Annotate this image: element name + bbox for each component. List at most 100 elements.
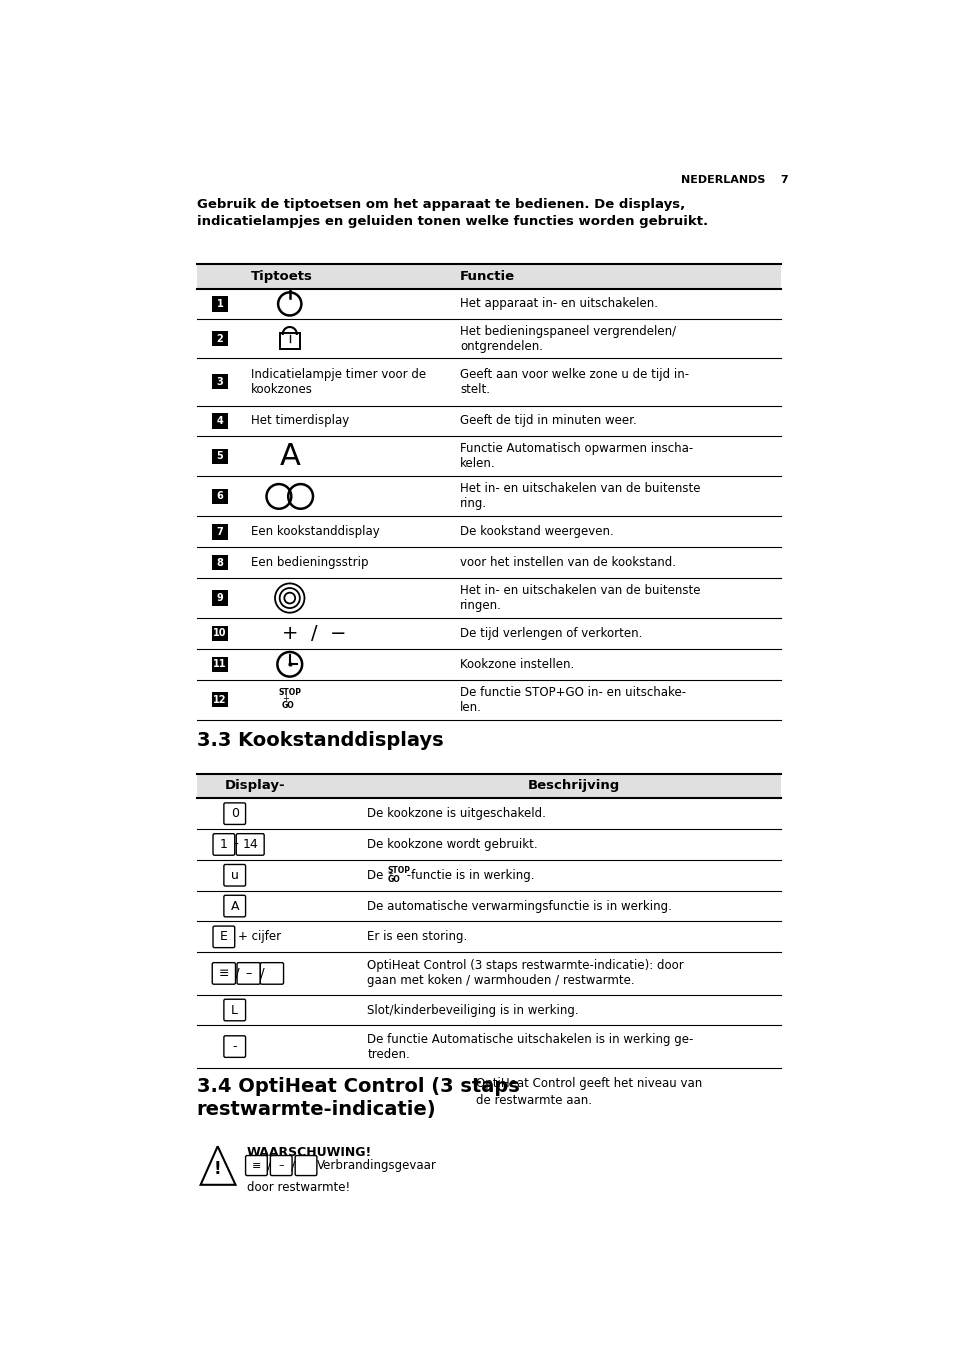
FancyBboxPatch shape xyxy=(212,525,228,539)
Text: Geeft aan voor welke zone u de tijd in-
stelt.: Geeft aan voor welke zone u de tijd in- … xyxy=(459,368,689,396)
Text: + cijfer: + cijfer xyxy=(237,930,280,944)
Text: +: + xyxy=(282,695,289,703)
Text: De kookzone wordt gebruikt.: De kookzone wordt gebruikt. xyxy=(367,838,537,850)
Text: De tijd verlengen of verkorten.: De tijd verlengen of verkorten. xyxy=(459,627,642,639)
Text: 6: 6 xyxy=(216,491,223,502)
FancyBboxPatch shape xyxy=(196,995,781,1025)
Text: Kookzone instellen.: Kookzone instellen. xyxy=(459,658,574,671)
Text: ≡: ≡ xyxy=(218,967,229,980)
FancyBboxPatch shape xyxy=(212,331,228,346)
FancyBboxPatch shape xyxy=(196,406,781,437)
Text: 4: 4 xyxy=(216,416,223,426)
Text: STOP: STOP xyxy=(387,867,410,875)
FancyBboxPatch shape xyxy=(196,579,781,618)
Text: Geeft de tijd in minuten weer.: Geeft de tijd in minuten weer. xyxy=(459,415,637,427)
FancyBboxPatch shape xyxy=(196,649,781,680)
FancyBboxPatch shape xyxy=(196,773,781,798)
Text: /: / xyxy=(267,1159,271,1172)
Text: OptiHeat Control geeft het niveau van
de restwarmte aan.: OptiHeat Control geeft het niveau van de… xyxy=(476,1078,701,1107)
FancyBboxPatch shape xyxy=(212,296,228,311)
Text: L: L xyxy=(231,1003,238,1017)
FancyBboxPatch shape xyxy=(196,437,781,476)
FancyBboxPatch shape xyxy=(196,618,781,649)
FancyBboxPatch shape xyxy=(196,476,781,516)
FancyBboxPatch shape xyxy=(196,922,781,952)
FancyBboxPatch shape xyxy=(196,860,781,891)
Text: GO: GO xyxy=(387,875,399,884)
Text: u: u xyxy=(231,869,238,882)
Text: De automatische verwarmingsfunctie is in werking.: De automatische verwarmingsfunctie is in… xyxy=(367,899,672,913)
Text: A: A xyxy=(231,899,238,913)
Text: Gebruik de tiptoetsen om het apparaat te bedienen. De displays,
indicatielampjes: Gebruik de tiptoetsen om het apparaat te… xyxy=(196,199,707,228)
Text: De functie Automatische uitschakelen is in werking ge-
treden.: De functie Automatische uitschakelen is … xyxy=(367,1033,693,1060)
Text: Een bedieningsstrip: Een bedieningsstrip xyxy=(251,556,368,569)
FancyBboxPatch shape xyxy=(212,692,228,707)
Text: !: ! xyxy=(213,1160,221,1179)
FancyBboxPatch shape xyxy=(212,554,228,571)
Text: Verbrandingsgevaar: Verbrandingsgevaar xyxy=(316,1159,436,1172)
Text: De functie STOP+GO in- en uitschake-
len.: De functie STOP+GO in- en uitschake- len… xyxy=(459,685,685,714)
FancyBboxPatch shape xyxy=(212,591,228,606)
FancyBboxPatch shape xyxy=(196,516,781,548)
Text: Het in- en uitschakelen van de buitenste
ringen.: Het in- en uitschakelen van de buitenste… xyxy=(459,584,700,612)
Text: De: De xyxy=(367,869,387,882)
Text: WAARSCHUWING!: WAARSCHUWING! xyxy=(247,1146,372,1159)
Text: /: / xyxy=(234,967,239,980)
Text: -: - xyxy=(233,837,238,852)
Text: 12: 12 xyxy=(213,695,227,704)
Text: Een kookstanddisplay: Een kookstanddisplay xyxy=(251,526,379,538)
Text: 8: 8 xyxy=(216,557,223,568)
FancyBboxPatch shape xyxy=(196,1025,781,1068)
Text: 11: 11 xyxy=(213,660,227,669)
Text: 9: 9 xyxy=(216,594,223,603)
Text: Het in- en uitschakelen van de buitenste
ring.: Het in- en uitschakelen van de buitenste… xyxy=(459,483,700,511)
Text: De kookzone is uitgeschakeld.: De kookzone is uitgeschakeld. xyxy=(367,807,545,821)
Text: 10: 10 xyxy=(213,629,227,638)
Text: Beschrijving: Beschrijving xyxy=(528,780,619,792)
FancyBboxPatch shape xyxy=(196,829,781,860)
Text: –: – xyxy=(245,967,252,980)
FancyBboxPatch shape xyxy=(196,319,781,358)
FancyBboxPatch shape xyxy=(212,657,228,672)
Text: 3.3 Kookstanddisplays: 3.3 Kookstanddisplays xyxy=(196,731,443,750)
Text: 1: 1 xyxy=(216,299,223,308)
Text: OptiHeat Control (3 staps restwarmte-indicatie): door
gaan met koken / warmhoude: OptiHeat Control (3 staps restwarmte-ind… xyxy=(367,960,683,987)
Text: 1: 1 xyxy=(220,838,228,850)
Text: door restwarmte!: door restwarmte! xyxy=(247,1180,350,1194)
Text: 7: 7 xyxy=(216,527,223,537)
FancyBboxPatch shape xyxy=(196,798,781,829)
Text: STOP: STOP xyxy=(278,688,301,698)
Text: Slot/kinderbeveiliging is in werking.: Slot/kinderbeveiliging is in werking. xyxy=(367,1003,578,1017)
Text: Indicatielampje timer voor de
kookzones: Indicatielampje timer voor de kookzones xyxy=(251,368,426,396)
Text: A: A xyxy=(279,442,300,470)
Text: E: E xyxy=(220,930,228,944)
Text: 2: 2 xyxy=(216,334,223,343)
Text: /: / xyxy=(259,967,264,980)
Text: Tiptoets: Tiptoets xyxy=(251,269,313,283)
Text: +  /  −: + / − xyxy=(282,625,346,644)
Text: Display-: Display- xyxy=(224,780,285,792)
FancyBboxPatch shape xyxy=(196,288,781,319)
FancyBboxPatch shape xyxy=(196,548,781,579)
Text: Functie Automatisch opwarmen inscha-
kelen.: Functie Automatisch opwarmen inscha- kel… xyxy=(459,442,693,470)
FancyBboxPatch shape xyxy=(196,358,781,406)
Text: 0: 0 xyxy=(231,807,238,821)
FancyBboxPatch shape xyxy=(196,891,781,922)
FancyBboxPatch shape xyxy=(212,626,228,641)
Text: 5: 5 xyxy=(216,452,223,461)
FancyBboxPatch shape xyxy=(212,449,228,464)
Text: –: – xyxy=(278,1160,284,1171)
Text: +: + xyxy=(387,872,393,877)
Text: 3.4 OptiHeat Control (3 staps
restwarmte-indicatie): 3.4 OptiHeat Control (3 staps restwarmte… xyxy=(196,1078,519,1119)
Text: /: / xyxy=(292,1159,295,1172)
Text: Het bedieningspaneel vergrendelen/
ontgrendelen.: Het bedieningspaneel vergrendelen/ ontgr… xyxy=(459,324,676,353)
Text: GO: GO xyxy=(282,702,294,710)
Text: Er is een storing.: Er is een storing. xyxy=(367,930,467,944)
Text: Het timerdisplay: Het timerdisplay xyxy=(251,415,349,427)
FancyBboxPatch shape xyxy=(196,680,781,719)
FancyBboxPatch shape xyxy=(212,488,228,504)
Text: Het apparaat in- en uitschakelen.: Het apparaat in- en uitschakelen. xyxy=(459,297,658,311)
Text: 3: 3 xyxy=(216,377,223,387)
FancyBboxPatch shape xyxy=(196,952,781,995)
Text: De kookstand weergeven.: De kookstand weergeven. xyxy=(459,526,614,538)
